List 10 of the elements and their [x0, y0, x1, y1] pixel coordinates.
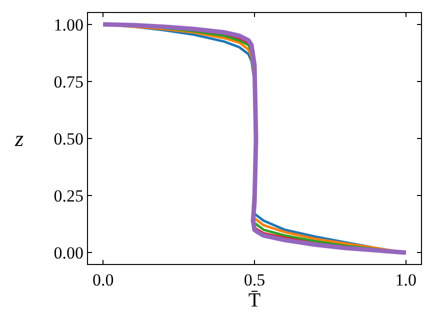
y-tick-label: 0.00	[54, 244, 84, 263]
y-tick-label: 0.25	[54, 186, 84, 206]
y-tick-label: 1.00	[54, 15, 84, 34]
y-axis-title: z	[14, 126, 24, 151]
y-tick-label: 0.50	[54, 129, 84, 148]
x-tick-label: 0.5	[244, 270, 266, 290]
x-axis-title: T̄	[248, 290, 261, 312]
x-tick-label: 0.0	[92, 270, 114, 290]
y-tick-label: 0.75	[54, 72, 84, 92]
x-tick-label: 1.0	[395, 270, 416, 290]
